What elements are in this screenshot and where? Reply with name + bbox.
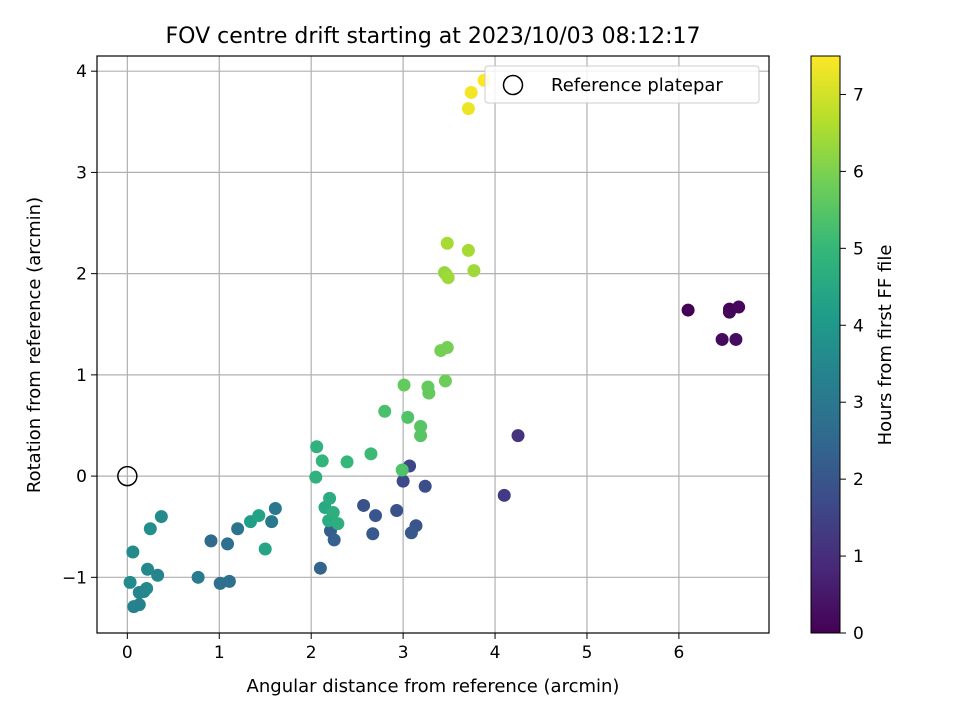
- data-point: [369, 509, 383, 523]
- data-point: [414, 429, 428, 443]
- x-axis-ticks: 0 1 2 3 4 5 6: [122, 633, 684, 663]
- data-point: [715, 332, 729, 346]
- colorbar-tick-label: 3: [853, 393, 864, 413]
- colorbar-label: Hours from first FF file: [875, 245, 896, 446]
- colorbar-ticks: 0 1 2 3 4 5 6 7: [840, 85, 864, 644]
- data-point: [191, 570, 205, 584]
- data-point: [265, 515, 279, 529]
- data-point: [357, 498, 371, 512]
- data-point: [268, 501, 282, 515]
- colorbar-tick-label: 1: [853, 547, 864, 567]
- data-point: [681, 303, 695, 317]
- y-tick-label: −1: [62, 568, 87, 588]
- data-point: [366, 527, 380, 541]
- y-axis-ticks: −1 0 1 2 3 4: [62, 62, 97, 588]
- data-point: [323, 491, 337, 505]
- data-point: [123, 575, 137, 589]
- data-point: [252, 509, 266, 523]
- data-point: [511, 429, 525, 443]
- data-point: [309, 470, 323, 484]
- data-point: [401, 410, 415, 424]
- x-tick-label: 4: [490, 643, 501, 663]
- data-point: [258, 542, 272, 556]
- reference-marker-layer: [117, 465, 138, 487]
- data-point: [126, 545, 140, 559]
- data-point: [340, 455, 354, 469]
- data-point: [729, 332, 743, 346]
- data-point: [154, 510, 168, 524]
- x-tick-label: 3: [398, 643, 409, 663]
- data-point: [390, 504, 404, 518]
- data-point: [151, 568, 165, 582]
- data-point: [310, 440, 324, 454]
- grid: [97, 56, 769, 633]
- plot-frame: [96, 55, 770, 634]
- data-point: [378, 404, 392, 418]
- y-tick-label: 4: [76, 62, 87, 82]
- data-point: [461, 243, 475, 257]
- data-point: [364, 447, 378, 461]
- data-point: [396, 474, 410, 488]
- colorbar-tick-label: 0: [853, 624, 864, 644]
- colorbar-tick-label: 7: [853, 85, 864, 105]
- data-point: [313, 561, 327, 575]
- x-tick-label: 2: [306, 643, 317, 663]
- data-point: [497, 488, 511, 502]
- data-point: [440, 236, 454, 250]
- data-point: [231, 522, 245, 536]
- data-point: [461, 102, 475, 116]
- x-tick-label: 6: [673, 643, 684, 663]
- colorbar-tick-label: 4: [853, 316, 864, 336]
- legend-box: [484, 65, 760, 104]
- data-point: [422, 386, 436, 400]
- data-point: [143, 522, 157, 536]
- data-point: [397, 378, 411, 392]
- colorbar: [810, 55, 841, 634]
- data-point: [467, 264, 481, 278]
- data-point: [441, 271, 455, 285]
- chart-title: FOV centre drift starting at 2023/10/03 …: [166, 24, 701, 49]
- legend-label: Reference platepar: [551, 75, 723, 96]
- legend: Reference platepar: [484, 65, 760, 104]
- data-point: [315, 454, 329, 468]
- y-tick-label: 1: [76, 366, 87, 386]
- data-point: [222, 574, 236, 588]
- reference-marker: [117, 465, 138, 487]
- data-point: [440, 341, 454, 355]
- data-point: [438, 374, 452, 388]
- legend-reference-marker: [502, 74, 524, 96]
- data-point: [141, 562, 155, 576]
- y-axis-label: Rotation from reference (arcmin): [24, 197, 45, 493]
- data-point: [327, 533, 341, 547]
- data-point: [132, 598, 146, 612]
- data-point: [140, 581, 154, 595]
- data-point: [414, 419, 428, 433]
- data-point: [221, 537, 235, 551]
- data-point: [204, 534, 218, 548]
- x-tick-label: 1: [214, 643, 225, 663]
- colorbar-tick-label: 2: [853, 470, 864, 490]
- colorbar-tick-label: 6: [853, 162, 864, 182]
- data-point: [331, 517, 345, 531]
- data-point: [395, 463, 409, 477]
- y-tick-label: 3: [76, 163, 87, 183]
- x-axis-label: Angular distance from reference (arcmin): [247, 676, 620, 697]
- colorbar-tick-label: 5: [853, 239, 864, 259]
- y-tick-label: 2: [76, 265, 87, 285]
- data-point: [418, 479, 432, 493]
- y-tick-label: 0: [76, 467, 87, 487]
- data-point: [464, 85, 478, 99]
- x-tick-label: 5: [582, 643, 593, 663]
- data-point: [404, 526, 418, 540]
- x-tick-label: 0: [122, 643, 133, 663]
- data-point: [732, 300, 746, 314]
- data-point: [326, 506, 340, 520]
- data-points: [123, 73, 746, 614]
